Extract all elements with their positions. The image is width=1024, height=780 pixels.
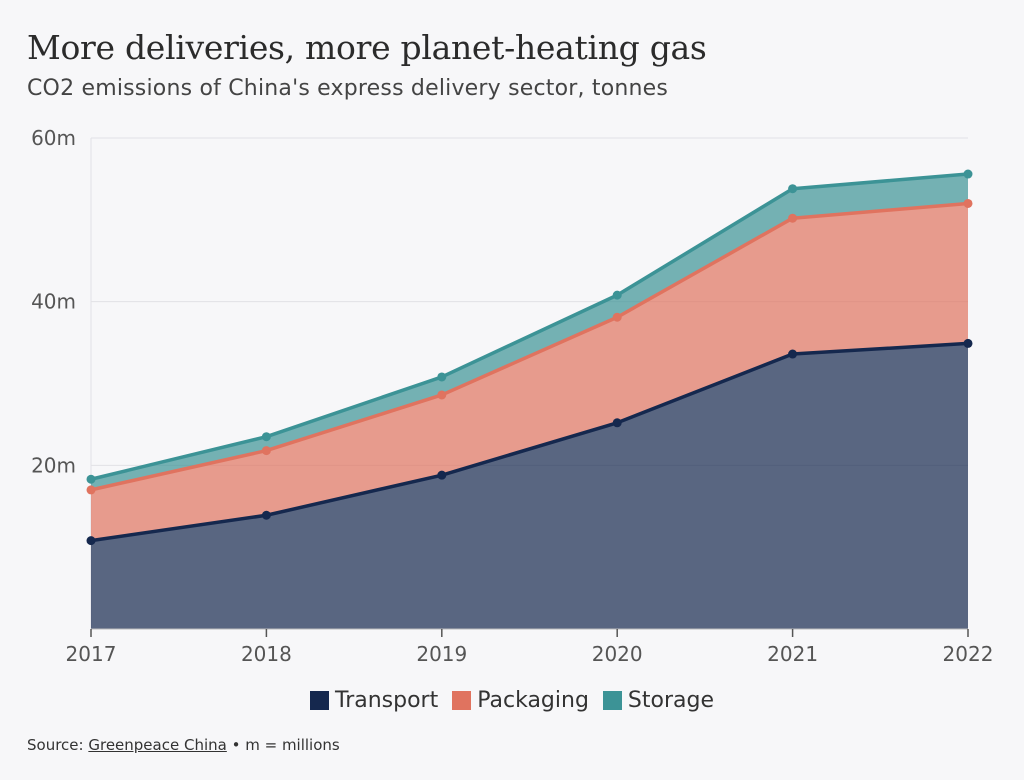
y-tick-label: 60m bbox=[31, 126, 76, 150]
point-transport bbox=[437, 470, 447, 480]
point-packaging bbox=[86, 485, 96, 495]
area-transport bbox=[91, 343, 968, 629]
source-link[interactable]: Greenpeace China bbox=[88, 736, 227, 754]
x-tick-label: 2021 bbox=[767, 642, 818, 666]
legend-item-storage: Storage bbox=[602, 688, 714, 713]
point-transport bbox=[963, 338, 973, 348]
legend-item-packaging: Packaging bbox=[452, 688, 589, 713]
point-storage bbox=[963, 169, 973, 179]
legend-swatch-storage bbox=[602, 691, 622, 710]
point-packaging bbox=[437, 390, 447, 400]
point-packaging bbox=[261, 446, 271, 456]
x-tick-label: 2018 bbox=[241, 642, 292, 666]
point-transport bbox=[86, 536, 96, 546]
point-storage bbox=[612, 290, 622, 300]
point-storage bbox=[788, 184, 798, 194]
area-packaging bbox=[91, 203, 968, 541]
point-transport bbox=[612, 418, 622, 428]
source-prefix: Source: bbox=[27, 736, 84, 754]
x-tick-label: 2022 bbox=[943, 642, 994, 666]
point-packaging bbox=[612, 312, 622, 322]
legend-label-storage: Storage bbox=[627, 688, 714, 713]
x-tick-label: 2017 bbox=[66, 642, 117, 666]
line-storage bbox=[90, 172, 969, 481]
point-transport bbox=[788, 349, 798, 359]
point-transport bbox=[261, 510, 271, 520]
point-storage bbox=[261, 432, 271, 442]
legend-label-transport: Transport bbox=[335, 688, 439, 713]
legend-item-transport: Transport bbox=[310, 688, 438, 713]
legend-swatch-transport bbox=[310, 691, 329, 710]
stacked-area-chart: 20m 40m 60m 2017 2018 2019 2020 2021 2022 bbox=[31, 126, 994, 666]
chart-title: More deliveries, more planet-heating gas bbox=[27, 28, 707, 67]
y-tick-label: 40m bbox=[31, 290, 76, 314]
point-packaging bbox=[788, 213, 798, 223]
y-tick-label: 20m bbox=[31, 453, 76, 477]
legend-swatch-packaging bbox=[452, 691, 472, 710]
line-transport bbox=[90, 341, 969, 543]
legend-label-packaging: Packaging bbox=[477, 688, 589, 713]
chart-subtitle: CO2 emissions of China's express deliver… bbox=[27, 76, 669, 101]
point-storage bbox=[437, 372, 447, 382]
line-packaging bbox=[90, 201, 969, 492]
x-tick-label: 2019 bbox=[416, 642, 467, 666]
legend: Transport Packaging Storage bbox=[0, 688, 1024, 713]
footer-source: Source: Greenpeace China • m = millions bbox=[27, 736, 340, 754]
x-tick-label: 2020 bbox=[592, 642, 643, 666]
footer-note: • m = millions bbox=[231, 736, 340, 754]
point-packaging bbox=[963, 198, 973, 208]
point-storage bbox=[86, 474, 96, 484]
